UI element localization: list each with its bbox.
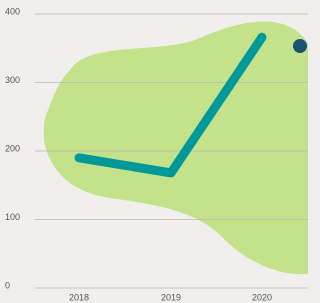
background-blob (44, 22, 308, 275)
y-tick-label: 0 (5, 280, 10, 290)
decorative-dot (293, 39, 307, 53)
y-tick-label: 200 (5, 143, 20, 153)
x-tick-label: 2020 (252, 292, 272, 302)
x-tick-label: 2019 (161, 292, 181, 302)
y-tick-label: 300 (5, 75, 20, 85)
chart: 0 100 200 300 400 2018 2019 2020 (0, 0, 308, 303)
y-tick-label: 100 (5, 212, 20, 222)
y-tick-label: 400 (5, 6, 20, 16)
x-tick-label: 2018 (69, 292, 89, 302)
